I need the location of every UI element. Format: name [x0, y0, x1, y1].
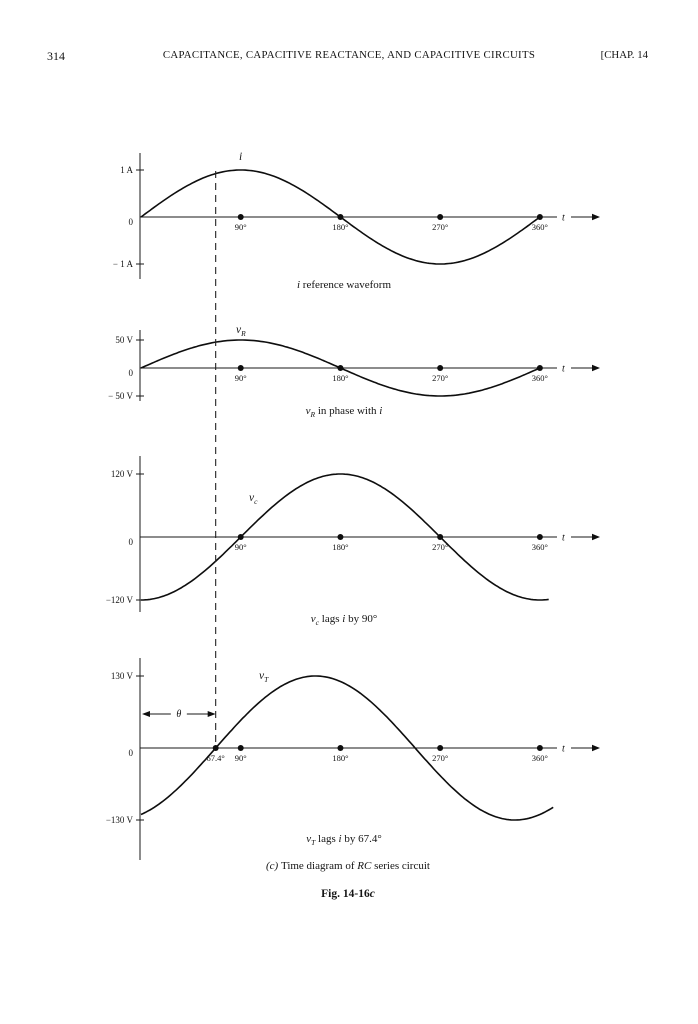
plot-caption-vT: vT lags i by 67.4°	[306, 833, 382, 847]
waveform-curve-i	[140, 169, 541, 265]
y-tick-label-top: 130 V	[111, 671, 134, 681]
plot-caption-vR: vR in phase with i	[306, 405, 383, 419]
curve-label: i	[239, 151, 242, 163]
running-head: CAPACITANCE, CAPACITIVE REACTANCE, AND C…	[162, 49, 536, 61]
page-number: 314	[47, 49, 65, 63]
y-tick-label-bottom: −130 V	[106, 815, 134, 825]
x-tick-label: 270°	[432, 222, 448, 232]
theta-arrowhead-left	[142, 711, 150, 717]
axis-dot	[237, 365, 244, 371]
waveform-curve-vT	[140, 675, 554, 821]
t-arrow-head	[592, 364, 600, 372]
x-tick-label: 90°	[235, 373, 247, 383]
t-axis-label: t	[562, 213, 565, 224]
x-tick-label: 90°	[235, 222, 247, 232]
x-tick-label: 90°	[235, 753, 247, 763]
x-tick-label: 360°	[532, 542, 548, 552]
t-axis-label: t	[562, 533, 565, 544]
curve-label: vc	[249, 492, 258, 506]
theta-label: θ	[176, 709, 181, 720]
figure-number: Fig. 14-16c	[321, 888, 375, 900]
t-axis-label: t	[562, 364, 565, 375]
y-origin-label: 0	[129, 368, 134, 378]
x-tick-label: 180°	[332, 753, 348, 763]
axis-dot	[437, 745, 444, 751]
axis-dot	[437, 365, 444, 371]
plot-i: 1 A 0 − 1 A 90° 180° 270° 360° i t i reference wa…	[113, 151, 600, 291]
x-tick-label: 67.4°	[207, 753, 225, 763]
curve-label: vT	[259, 670, 269, 684]
axis-dot	[237, 745, 244, 751]
x-tick-label: 360°	[532, 753, 548, 763]
t-arrow-head	[592, 744, 600, 752]
y-tick-label-bottom: −120 V	[106, 595, 134, 605]
plot-vT: 130 V 0 −130 V 67.4° 90° 180° 270° 360° vT t vT la…	[106, 658, 600, 860]
axis-dot	[437, 214, 444, 220]
axis-dot	[536, 534, 543, 540]
x-tick-label: 180°	[332, 373, 348, 383]
x-tick-label: 270°	[432, 542, 448, 552]
curve-label: vR	[236, 324, 246, 338]
waveform-curve-vC	[141, 473, 549, 601]
t-arrow-head	[592, 213, 600, 221]
x-tick-label: 360°	[532, 373, 548, 383]
axis-dot	[337, 745, 344, 751]
y-tick-label-bottom: − 1 A	[113, 259, 134, 269]
x-tick-label: 270°	[432, 373, 448, 383]
x-tick-label: 180°	[332, 542, 348, 552]
plot-vR: 50 V 0 − 50 V 90° 180° 270° 360° vR t vR in phase…	[108, 324, 600, 419]
y-tick-label-top: 1 A	[120, 165, 133, 175]
plot-caption-vC: vc lags i by 90°	[311, 613, 377, 627]
figure-caption: (c) Time diagram of RC series circuit	[266, 860, 430, 872]
t-arrow-head	[592, 533, 600, 541]
y-origin-label: 0	[129, 217, 134, 227]
y-tick-label-bottom: − 50 V	[108, 391, 133, 401]
x-tick-label: 270°	[432, 753, 448, 763]
x-tick-label: 360°	[532, 222, 548, 232]
theta-arrowhead-right	[207, 711, 216, 717]
plot-vC: 120 V 0 −120 V 90° 180° 270° 360° vc t vc lags i …	[106, 456, 600, 627]
y-tick-label-top: 120 V	[111, 469, 134, 479]
chapter-ref: [CHAP. 14	[600, 49, 648, 61]
x-tick-label: 90°	[235, 542, 247, 552]
axis-dot	[237, 214, 244, 220]
axis-dot	[536, 745, 543, 751]
axis-dot	[337, 534, 344, 540]
waveform-curve-vR	[140, 339, 543, 397]
y-tick-label-top: 50 V	[115, 335, 133, 345]
t-axis-label: t	[562, 744, 565, 755]
x-tick-label: 180°	[332, 222, 348, 232]
y-origin-label: 0	[129, 748, 134, 758]
plot-caption-i: i reference waveform	[297, 279, 391, 291]
y-origin-label: 0	[129, 537, 134, 547]
